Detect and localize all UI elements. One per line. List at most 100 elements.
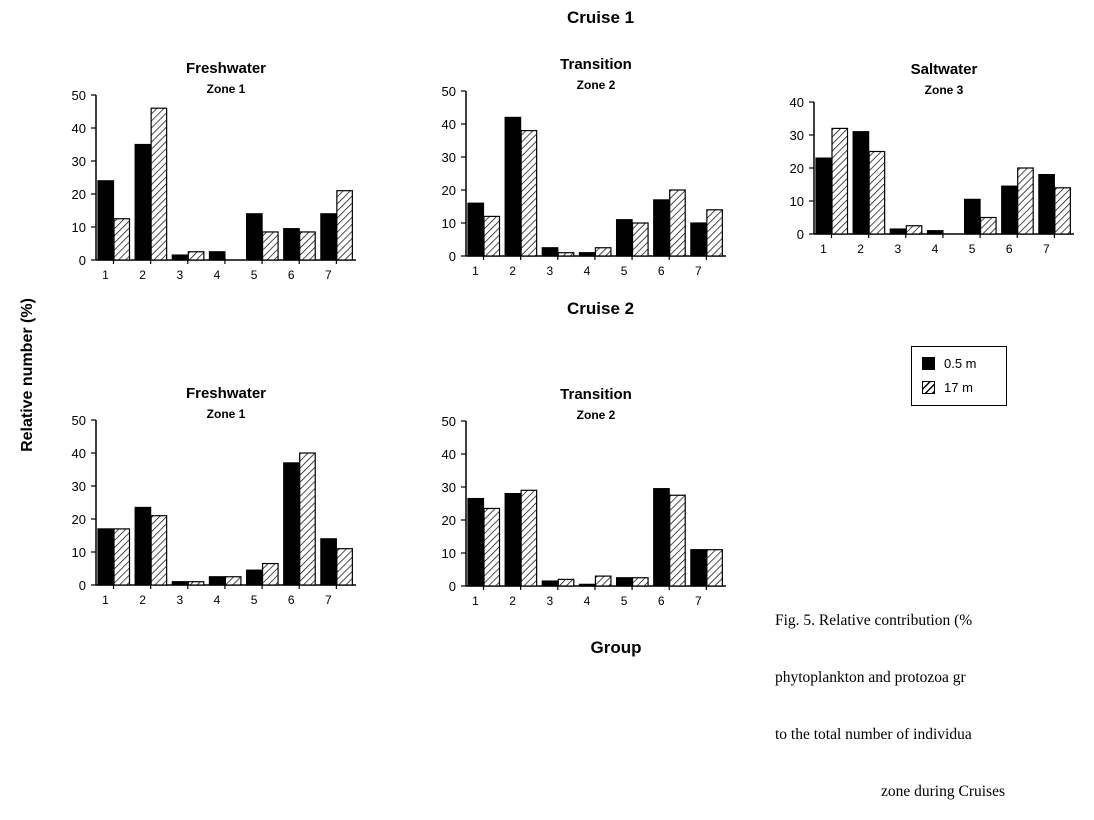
- x-tick-label: 1: [472, 594, 479, 608]
- bar-17m: [831, 127, 849, 235]
- bar-17m: [520, 129, 538, 257]
- bar-0-5m: [134, 143, 152, 261]
- bar-17m: [979, 216, 997, 235]
- x-tick-label: 1: [102, 268, 109, 282]
- legend-label: 17 m: [944, 379, 973, 395]
- bar-0-5m: [467, 497, 485, 587]
- bar-0-5m: [245, 569, 263, 586]
- bar-17m: [261, 562, 279, 586]
- y-tick-label: 20: [72, 187, 86, 202]
- chart-title: Saltwater: [911, 61, 978, 78]
- x-tick-label: 4: [584, 264, 591, 278]
- x-tick-label: 4: [214, 268, 221, 282]
- legend-swatch-solid: [922, 356, 935, 370]
- y-tick-label: 0: [449, 249, 456, 264]
- x-tick-label: 3: [546, 264, 553, 278]
- bar-0-5m: [171, 254, 189, 261]
- bar-0-5m: [578, 252, 596, 257]
- y-tick-label: 10: [72, 545, 86, 560]
- x-tick-label: 4: [214, 593, 221, 607]
- chart-subtitle: Zone 3: [925, 83, 964, 97]
- bar-0-5m: [97, 180, 115, 261]
- x-tick-label: 3: [546, 594, 553, 608]
- x-tick-label: 7: [695, 264, 702, 278]
- bar-0-5m: [208, 576, 226, 586]
- bar-17m: [187, 581, 205, 586]
- x-tick-label: 6: [288, 593, 295, 607]
- bar-17m: [631, 577, 649, 587]
- y-tick-label: 20: [442, 183, 456, 198]
- y-tick-label: 50: [72, 88, 86, 103]
- bar-0-5m: [1038, 173, 1055, 235]
- chart-subtitle: Zone 2: [577, 408, 616, 422]
- caption-line: to the total number of individua: [775, 726, 972, 743]
- y-tick-label: 0: [79, 578, 86, 593]
- x-tick-label: 5: [251, 593, 258, 607]
- bar-0-5m: [97, 528, 115, 586]
- bar-17m: [261, 231, 279, 261]
- x-tick-label: 6: [658, 594, 665, 608]
- x-tick-label: 6: [658, 264, 665, 278]
- x-tick-label: 1: [472, 264, 479, 278]
- y-tick-label: 30: [442, 480, 456, 495]
- chart-title: Transition: [560, 386, 632, 403]
- bar-0-5m: [320, 213, 337, 261]
- x-tick-label: 5: [621, 594, 628, 608]
- chart-cruise1-saltwater: Saltwater Zone 3 0 10 20 30 40 1 2 3 4 5 6 7: [790, 61, 1074, 256]
- chart-title: Transition: [560, 56, 632, 73]
- bar-17m: [224, 576, 242, 586]
- bar-17m: [520, 489, 538, 587]
- bar-0-5m: [467, 202, 485, 257]
- bar-17m: [1017, 167, 1034, 235]
- bar-17m: [483, 507, 501, 587]
- x-tick-label: 1: [820, 242, 827, 256]
- y-tick-label: 10: [790, 194, 804, 209]
- bar-0-5m: [134, 506, 152, 586]
- bar-17m: [905, 225, 923, 235]
- y-tick-label: 40: [442, 447, 456, 462]
- bar-17m: [483, 215, 501, 257]
- y-tick-label: 30: [72, 479, 86, 494]
- chart-subtitle: Zone 1: [207, 82, 246, 96]
- chart-title: Freshwater: [186, 60, 266, 77]
- bar-17m: [113, 218, 131, 261]
- x-tick-label: 7: [325, 268, 332, 282]
- x-axis-label: Group: [590, 638, 642, 657]
- bar-0-5m: [852, 131, 870, 235]
- bar-17m: [706, 549, 723, 587]
- chart-cruise2-transition: Transition Zone 2 0 10 20 30 40 50 1 2 3 4 5 6 7: [442, 386, 726, 608]
- bar-0-5m: [245, 213, 263, 261]
- y-tick-label: 0: [79, 253, 86, 268]
- bar-0-5m: [504, 492, 522, 587]
- y-tick-label: 50: [442, 414, 456, 429]
- bar-0-5m: [541, 247, 559, 257]
- x-tick-label: 2: [509, 264, 516, 278]
- y-tick-label: 30: [442, 150, 456, 165]
- y-tick-label: 30: [72, 154, 86, 169]
- x-tick-label: 1: [102, 593, 109, 607]
- bar-0-5m: [815, 157, 833, 235]
- y-tick-label: 50: [442, 84, 456, 99]
- bar-17m: [336, 190, 353, 261]
- legend: 0.5 m 17 m: [911, 346, 1007, 406]
- chart-cruise1-freshwater: Freshwater Zone 1 0 10 20 30 40 50 1 2 3 4 5 6 7: [72, 60, 356, 282]
- chart-subtitle: Zone 1: [207, 407, 246, 421]
- x-tick-label: 7: [1043, 242, 1050, 256]
- y-tick-label: 0: [449, 579, 456, 594]
- bar-0-5m: [653, 488, 670, 587]
- y-tick-label: 40: [790, 95, 804, 110]
- bar-17m: [557, 578, 575, 587]
- bar-0-5m: [171, 581, 189, 586]
- x-tick-label: 7: [325, 593, 332, 607]
- x-tick-label: 2: [139, 268, 146, 282]
- bar-17m: [669, 189, 686, 257]
- y-tick-label: 30: [790, 128, 804, 143]
- x-tick-label: 4: [932, 242, 939, 256]
- caption-line: zone during Cruises: [881, 783, 1005, 800]
- x-tick-label: 5: [969, 242, 976, 256]
- cruise-1-title: Cruise 1: [567, 8, 635, 27]
- bar-17m: [594, 575, 612, 587]
- bar-17m: [299, 231, 316, 261]
- bar-0-5m: [541, 580, 559, 587]
- x-tick-label: 2: [509, 594, 516, 608]
